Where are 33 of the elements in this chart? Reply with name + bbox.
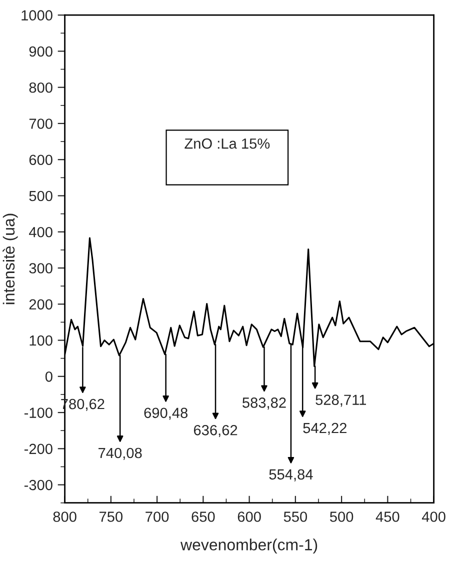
x-tick-label: 600 [238, 512, 261, 522]
annotation: 554,84 [269, 469, 313, 482]
annotation: 636,62 [194, 424, 238, 438]
y-tick-label: 200 [29, 299, 52, 310]
annotation: 542,22 [303, 422, 346, 435]
x-tick-label: 500 [330, 512, 354, 522]
y-tick-label: 800 [29, 82, 52, 93]
x-tick-label: 400 [422, 512, 446, 522]
y-tick-label: 900 [29, 46, 52, 57]
y-tick-label: 400 [29, 226, 52, 238]
x-tick-label: 750 [100, 512, 123, 522]
y-tick-label: 500 [29, 190, 52, 202]
x-tick-label: 650 [192, 512, 215, 522]
y-tick-label: 1000 [22, 10, 52, 21]
x-tick-label: 800 [53, 512, 76, 522]
x-tick-label: 700 [146, 512, 169, 522]
y-tick-label: 100 [30, 335, 52, 346]
annotation: 740,08 [98, 448, 142, 460]
y-tick-label: 300 [29, 263, 52, 274]
annotation: ZnO :La 15% [184, 138, 270, 149]
y-tick-label: -100 [24, 408, 52, 418]
y-tick-label: 0 [45, 372, 52, 382]
x-axis-title: wevenomber(cm-1) [180, 538, 318, 554]
y-tick-label: -200 [24, 444, 52, 454]
y-axis-title: intensitè (ua) [2, 214, 18, 304]
y-tick-label: 700 [29, 118, 52, 129]
y-tick-label: -300 [24, 480, 52, 490]
x-tick-label: 550 [284, 512, 308, 522]
y-tick-label: 600 [29, 154, 52, 166]
x-tick-label: 450 [376, 512, 400, 522]
annotation: 583,82 [242, 398, 286, 410]
annotation: 528,711 [316, 394, 366, 407]
annotation: 690,48 [144, 408, 188, 420]
